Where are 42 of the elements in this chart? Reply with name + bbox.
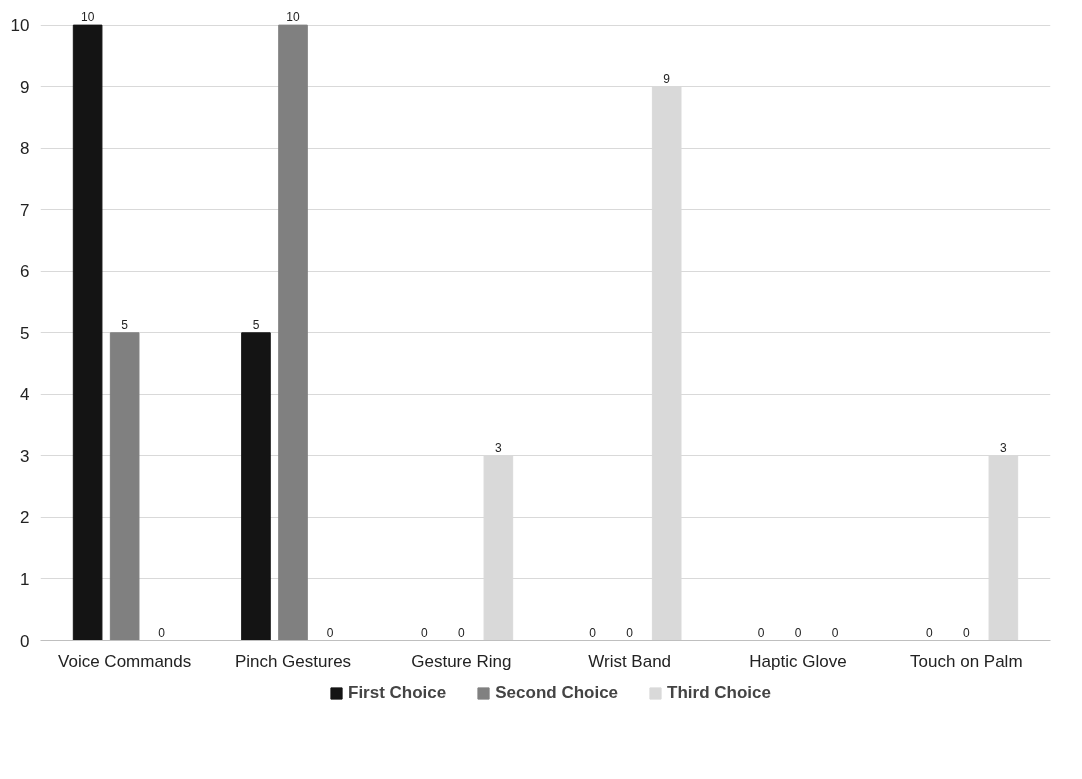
y-tick-label: 8	[20, 139, 30, 159]
y-tick-label: 4	[20, 385, 30, 405]
data-label: 0	[794, 625, 802, 640]
y-tick-label: 5	[20, 323, 30, 343]
x-tick-label: Haptic Glove	[749, 651, 847, 671]
y-tick-label: 7	[20, 200, 30, 220]
x-tick-label: Wrist Band	[588, 651, 672, 671]
bar	[109, 332, 140, 641]
data-label: 0	[757, 625, 765, 640]
data-label: 0	[458, 625, 465, 640]
data-label: 0	[158, 625, 166, 640]
data-label: 0	[925, 625, 933, 640]
data-label: 3	[1000, 440, 1008, 455]
y-tick-label: 6	[20, 262, 30, 282]
x-tick-label: Pinch Gestures	[234, 651, 352, 671]
bar	[241, 332, 271, 641]
y-tick-label: 3	[20, 446, 30, 466]
bar	[278, 24, 308, 641]
data-label: 0	[326, 625, 334, 640]
y-tick-label: 1	[20, 569, 30, 589]
data-label: 3	[495, 440, 503, 455]
data-label: 0	[963, 625, 970, 640]
data-label: 0	[626, 625, 634, 640]
data-label: 5	[121, 317, 129, 332]
data-label: 9	[663, 71, 671, 86]
data-label: 10	[80, 10, 95, 25]
y-tick-label: 2	[20, 508, 30, 528]
legend-label: Third Choice	[667, 683, 771, 703]
data-label: 0	[589, 625, 597, 640]
legend-label: Second Choice	[495, 683, 619, 703]
data-label: 10	[286, 10, 300, 25]
data-label: 5	[252, 317, 260, 332]
x-tick-label: Voice Commands	[58, 651, 192, 671]
legend-label: First Choice	[348, 683, 447, 703]
bar	[72, 24, 103, 641]
data-label: 0	[420, 625, 428, 640]
y-tick-label: 0	[20, 631, 30, 651]
y-tick-label: 9	[20, 77, 30, 97]
x-tick-label: Touch on Palm	[910, 651, 1023, 671]
data-label: 0	[831, 625, 839, 640]
y-tick-label: 10	[10, 16, 30, 36]
x-tick-label: Gesture Ring	[411, 651, 512, 671]
